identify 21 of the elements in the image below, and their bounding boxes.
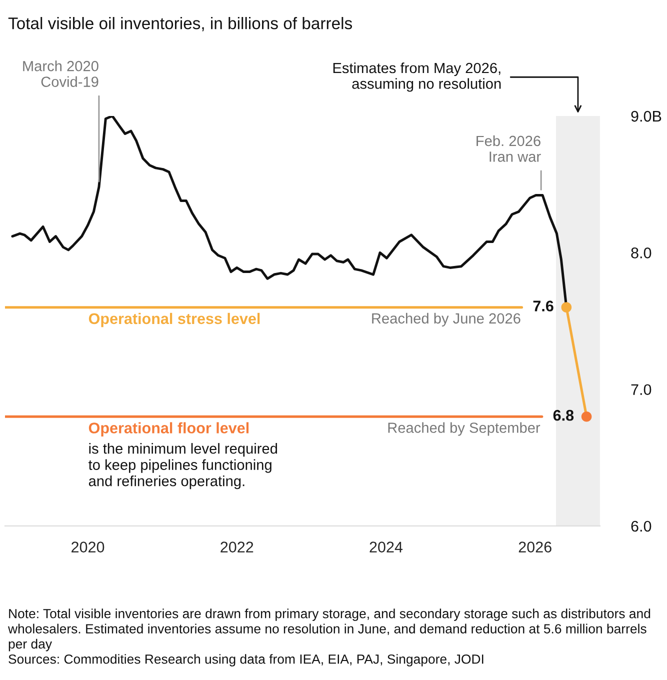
y-tick-label: 7.0	[631, 384, 652, 396]
x-tick-label: 2024	[370, 542, 403, 552]
y-tick-label: 9.0B	[631, 110, 662, 122]
text: Note: Total visible inventories are drawn from primary storage, and secondary storage such as distributors and wholesalers. Estimated inventories assume no resolution in June, and demand reduction at 5.6 million barrels per day	[8, 608, 650, 652]
band-label: Estimates from May 2026, assuming no resolution	[333, 62, 501, 92]
y-tick-label: 6.0	[631, 520, 652, 532]
data-label: 7.6	[533, 300, 554, 312]
annotation: March 2020 Covid-19	[23, 60, 98, 87]
y-tick-label: 8.0	[631, 248, 652, 258]
x-tick-label: 2020	[72, 542, 104, 552]
chart-title: Total visible oil inventories, in billions of barrels	[8, 17, 352, 32]
annotation: Reached by June 2026	[372, 312, 520, 326]
x-tick-label: 2026	[518, 542, 552, 552]
annotation: Reached by September	[388, 422, 540, 436]
ref-line-label: Operational stress level	[88, 312, 260, 328]
source-note: Sources: Commodities Research using data from IEA, EIA, PAJ, Singapore, JODI	[8, 654, 484, 666]
ref-line-label: Operational floor level	[88, 422, 249, 436]
annotation: Feb. 2026 Iran war	[476, 135, 541, 162]
annotation: is the minimum level required to keep pipelines functioning and refineries operating.	[88, 443, 278, 490]
data-label: 6.8	[553, 410, 574, 421]
x-tick-label: 2022	[220, 542, 254, 552]
